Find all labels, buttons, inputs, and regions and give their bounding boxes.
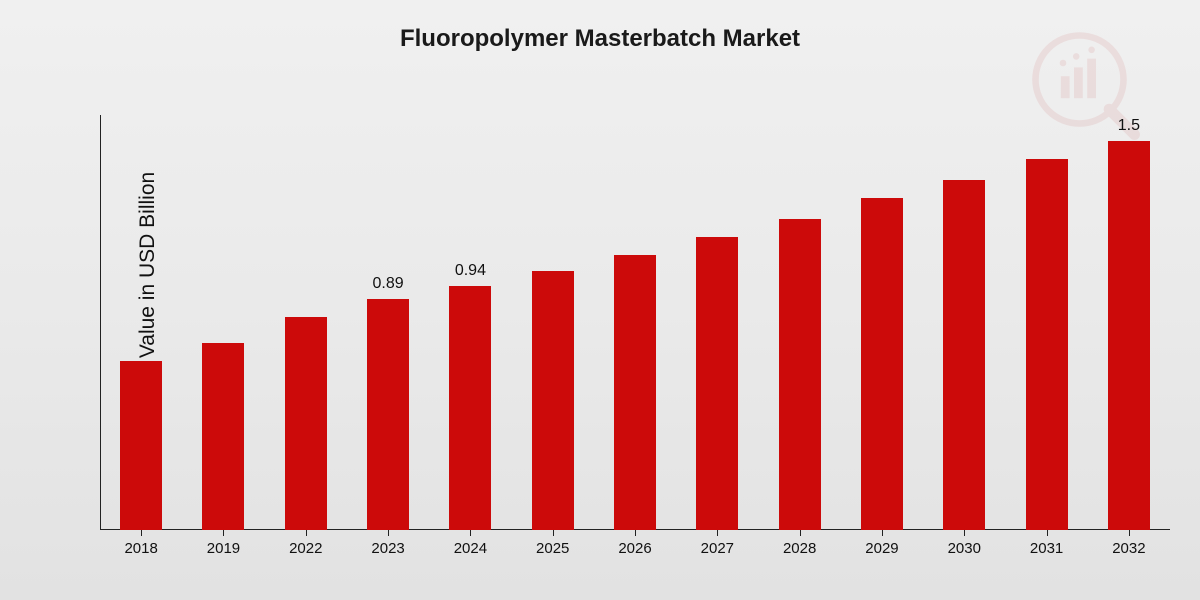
x-tick-label: 2031	[1030, 540, 1063, 557]
bar-slot: 0.89	[347, 115, 429, 530]
x-tick: 2030	[923, 530, 1005, 600]
bar	[367, 299, 409, 530]
x-tick: 2026	[594, 530, 676, 600]
x-tick: 2019	[182, 530, 264, 600]
bar	[202, 343, 244, 530]
plot-area: 0.89 0.94 1.5	[100, 115, 1170, 530]
x-tick: 2032	[1088, 530, 1170, 600]
bar-value-label: 1.5	[1118, 117, 1140, 135]
bar-slot: 1.5	[1088, 115, 1170, 530]
bar-slot	[923, 115, 1005, 530]
chart-title: Fluoropolymer Masterbatch Market	[0, 25, 1200, 53]
bar	[1026, 159, 1068, 530]
bar-slot	[100, 115, 182, 530]
bar	[449, 286, 491, 530]
x-tick-label: 2022	[289, 540, 322, 557]
x-tick-label: 2023	[371, 540, 404, 557]
x-tick-label: 2028	[783, 540, 816, 557]
x-tick: 2022	[265, 530, 347, 600]
x-tick: 2028	[759, 530, 841, 600]
bar-slot	[265, 115, 347, 530]
x-tick-label: 2019	[207, 540, 240, 557]
bar-slot: 0.94	[429, 115, 511, 530]
x-tick-label: 2032	[1112, 540, 1145, 557]
bar-slot	[759, 115, 841, 530]
x-ticks-container: 2018 2019 2022 2023 2024 2025 2026 2027 2028 2029…	[100, 530, 1170, 600]
x-tick: 2029	[841, 530, 923, 600]
x-tick-label: 2029	[865, 540, 898, 557]
bar	[285, 317, 327, 530]
bar-slot	[841, 115, 923, 530]
x-tick: 2025	[512, 530, 594, 600]
x-tick: 2027	[676, 530, 758, 600]
bar-slot	[512, 115, 594, 530]
x-tick-label: 2025	[536, 540, 569, 557]
bar	[532, 271, 574, 530]
bar-slot	[676, 115, 758, 530]
bar-slot	[594, 115, 676, 530]
bar-value-label: 0.94	[455, 262, 486, 280]
x-tick-label: 2027	[701, 540, 734, 557]
bar-value-label: 0.89	[373, 275, 404, 293]
x-tick: 2031	[1005, 530, 1087, 600]
bar	[696, 237, 738, 530]
bar	[120, 361, 162, 530]
bar	[779, 219, 821, 530]
bar	[614, 255, 656, 530]
bar	[943, 180, 985, 530]
x-tick-label: 2030	[948, 540, 981, 557]
x-tick-label: 2018	[124, 540, 157, 557]
x-tick: 2024	[429, 530, 511, 600]
bar-slot	[182, 115, 264, 530]
x-tick-label: 2024	[454, 540, 487, 557]
x-tick: 2018	[100, 530, 182, 600]
bar	[1108, 141, 1150, 530]
bar-slot	[1005, 115, 1087, 530]
x-tick-label: 2026	[618, 540, 651, 557]
bar	[861, 198, 903, 530]
x-tick: 2023	[347, 530, 429, 600]
bars-container: 0.89 0.94 1.5	[100, 115, 1170, 530]
